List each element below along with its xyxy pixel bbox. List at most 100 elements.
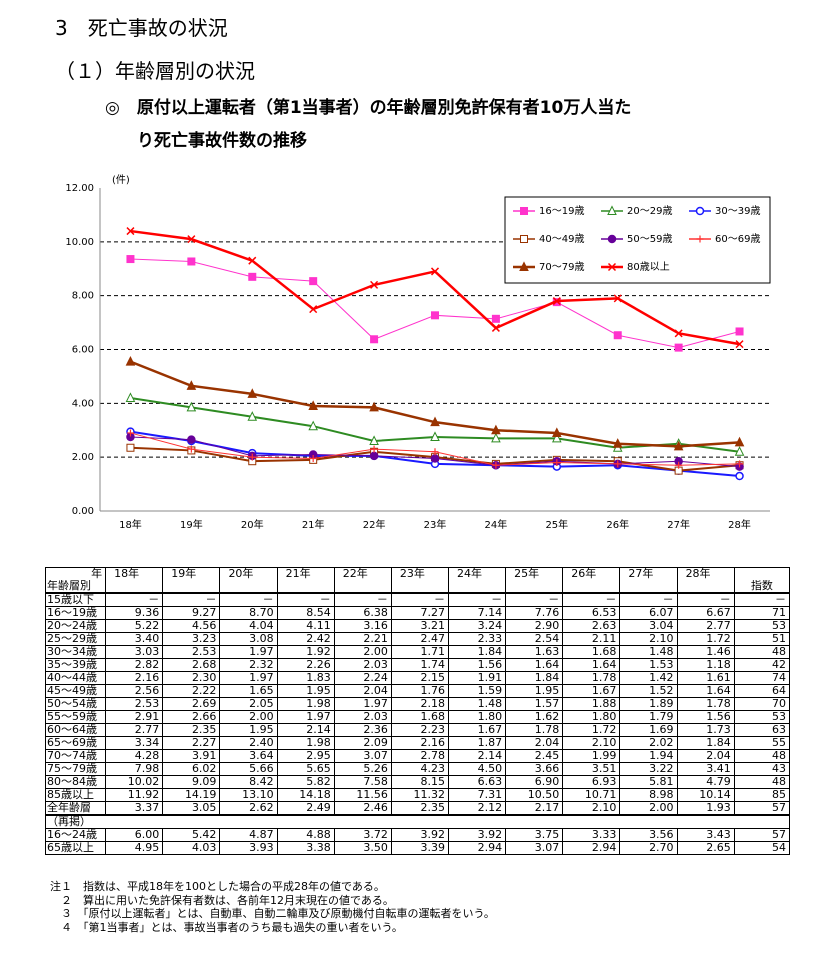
marker (491, 432, 501, 443)
marker-shape (247, 388, 258, 398)
marker (126, 443, 135, 452)
marker-shape (126, 255, 135, 264)
table-cell: 3.50 (333, 841, 392, 855)
table-cell: 48 (733, 749, 791, 763)
table-cell: 2.90 (505, 619, 564, 633)
table-cell: 54 (733, 841, 791, 855)
table-cell: 70～74歳 (44, 749, 107, 763)
marker-shape (248, 272, 257, 281)
table-cell: 57 (733, 828, 791, 842)
marker (309, 305, 318, 314)
table-cell: － (333, 592, 392, 607)
marker-shape (126, 227, 135, 236)
table-row: 55～59歳 2.91 2.66 2.00 1.97 2.03 1.68 1.80 1.62 1.… (44, 710, 791, 724)
legend-label: 70～79歳 (539, 261, 584, 273)
marker-shape (734, 446, 745, 456)
header-row: 年 18年 19年 20年 21年 22年 23年 24年 25年 26年 27年 28年 (44, 567, 791, 594)
table-cell: 55～59歳 (44, 710, 107, 724)
marker (553, 459, 561, 467)
table-cell: 2.77 (105, 723, 164, 737)
marker (125, 355, 136, 366)
marker-shape (491, 323, 500, 332)
marker (607, 234, 617, 244)
table-cell: 85歳以上 (44, 788, 107, 802)
marker-shape (736, 460, 744, 468)
marker-shape (125, 355, 136, 366)
marker-shape (187, 445, 195, 453)
table-cell: － (619, 592, 678, 607)
marker (491, 424, 501, 435)
marker-shape (735, 327, 744, 336)
table-cell: 1.95 (219, 723, 278, 737)
marker-shape (186, 380, 197, 390)
table-cell: 1.74 (390, 658, 450, 672)
marker (674, 329, 683, 338)
table-cell: 2.10 (619, 632, 678, 646)
marker (520, 235, 528, 243)
marker-shape (735, 471, 744, 481)
marker-shape (520, 207, 528, 215)
table-cell: 43 (733, 762, 791, 776)
table-row: 16～19歳 9.36 9.27 8.70 8.54 6.38 7.27 7.14 7.76 6.… (44, 606, 791, 620)
table-cell: 1.72 (676, 632, 735, 646)
table-cell: 57 (733, 801, 791, 816)
table-cell: 30～34歳 (44, 645, 107, 659)
table-cell: 3.92 (447, 828, 507, 842)
table-cell: 1.78 (505, 723, 564, 737)
table-cell: － (390, 592, 450, 607)
marker (734, 436, 745, 447)
table-cell: 71 (733, 606, 791, 620)
table-cell: 3.21 (390, 619, 450, 633)
table-cell: 1.57 (505, 697, 564, 711)
table-row: 65～69歳 3.34 2.27 2.40 1.98 2.09 2.16 1.87 2.04 2.… (44, 736, 791, 750)
marker-shape (187, 235, 196, 244)
table-cell: 18年 (105, 567, 164, 594)
table-cell: 11.56 (333, 788, 392, 802)
marker-shape (309, 277, 318, 286)
table-cell: 2.12 (447, 801, 507, 816)
marker (369, 435, 379, 446)
table-cell: 7.14 (447, 606, 507, 620)
table-cell: 63 (733, 723, 791, 737)
legend-label: 30～39歳 (715, 205, 760, 217)
table-cell: 2.05 (219, 697, 278, 711)
table-cell: 2.33 (447, 632, 507, 646)
table-cell: 70 (733, 697, 791, 711)
table-cell: 2.16 (390, 736, 450, 750)
table-cell: 1.84 (505, 671, 564, 685)
x-tick-label: 18年 (119, 518, 142, 531)
marker (248, 272, 257, 281)
marker (126, 227, 135, 236)
table-cell: 1.99 (562, 749, 621, 763)
table-cell: 11.32 (390, 788, 450, 802)
table-cell: 3.24 (447, 619, 507, 633)
marker (519, 261, 529, 271)
table-row: 50～54歳 2.53 2.69 2.05 1.98 1.97 2.18 1.48 1.57 1.… (44, 697, 791, 711)
table-cell: 2.62 (219, 801, 278, 816)
y-tick-label: 0.00 (72, 506, 94, 517)
table-cell: 26年 (562, 567, 621, 594)
title-line: り死亡事故件数の推移 (137, 131, 307, 151)
marker (735, 340, 744, 349)
marker-shape (519, 261, 529, 271)
subsection-heading: （１）年齢層別の状況 (55, 59, 255, 83)
table-cell: 1.68 (562, 645, 621, 659)
marker-shape (187, 435, 196, 444)
marker (126, 429, 134, 437)
table-cell: 2.00 (219, 710, 278, 724)
marker-shape (673, 440, 684, 451)
table-cell: 2.63 (562, 619, 621, 633)
table-cell: 3.51 (562, 762, 621, 776)
y-unit: (件) (112, 174, 130, 186)
marker-shape (431, 448, 439, 456)
marker-shape (369, 435, 379, 446)
table-cell: 8.98 (619, 788, 678, 802)
table-cell: 5.22 (105, 619, 164, 633)
table-cell: 64 (733, 684, 791, 698)
marker (695, 206, 705, 216)
table-cell: 2.45 (505, 749, 564, 763)
table-cell: 1.78 (676, 697, 735, 711)
table-cell: 14.18 (276, 788, 335, 802)
table-cell: 1.48 (619, 645, 678, 659)
table-cell: 2.09 (333, 736, 392, 750)
